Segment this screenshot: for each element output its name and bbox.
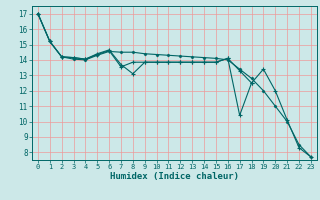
X-axis label: Humidex (Indice chaleur): Humidex (Indice chaleur) [110, 172, 239, 181]
